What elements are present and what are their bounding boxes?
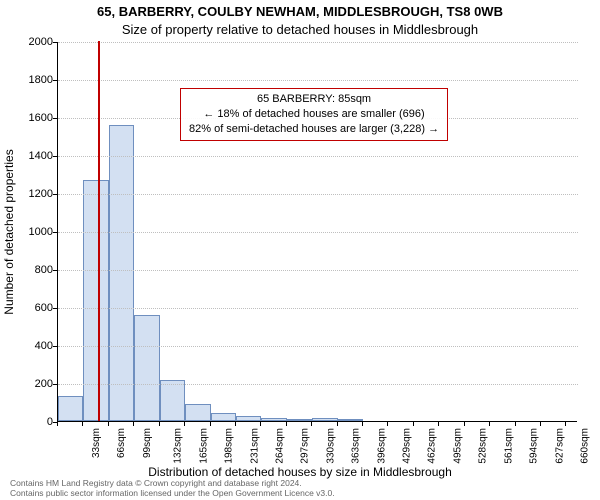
- x-tick-label: 99sqm: [142, 428, 153, 458]
- x-tick-mark: [133, 422, 134, 426]
- subject-marker: [98, 41, 100, 421]
- histogram-bar: [185, 404, 210, 421]
- x-tick-label: 66sqm: [116, 428, 127, 458]
- x-tick-mark: [286, 422, 287, 426]
- x-tick-label: 396sqm: [376, 428, 387, 464]
- gridline: [58, 308, 578, 309]
- copyright-line1: Contains HM Land Registry data © Crown c…: [10, 478, 335, 488]
- x-tick-mark: [235, 422, 236, 426]
- x-tick-label: 330sqm: [325, 428, 336, 464]
- x-tick-mark: [540, 422, 541, 426]
- y-tick-mark: [53, 384, 57, 385]
- histogram-bar: [287, 419, 312, 421]
- x-tick-label: 660sqm: [580, 428, 591, 464]
- histogram-bar: [211, 413, 236, 421]
- x-tick-label: 297sqm: [300, 428, 311, 464]
- x-tick-label: 462sqm: [427, 428, 438, 464]
- y-tick-label: 400: [13, 340, 53, 352]
- gridline: [58, 194, 578, 195]
- annotation-subject: 65 BARBERRY: 85sqm: [189, 92, 439, 107]
- histogram-bar: [160, 380, 185, 421]
- histogram-bar: [58, 396, 83, 421]
- x-tick-mark: [57, 422, 58, 426]
- x-tick-mark: [438, 422, 439, 426]
- histogram-bar: [236, 416, 261, 421]
- y-tick-mark: [53, 232, 57, 233]
- histogram-bar: [261, 418, 286, 421]
- x-tick-label: 264sqm: [275, 428, 286, 464]
- x-tick-mark: [515, 422, 516, 426]
- gridline: [58, 384, 578, 385]
- x-tick-mark: [210, 422, 211, 426]
- y-tick-label: 800: [13, 264, 53, 276]
- x-tick-mark: [362, 422, 363, 426]
- annotation-smaller: ← 18% of detached houses are smaller (69…: [189, 107, 439, 122]
- y-tick-mark: [53, 118, 57, 119]
- x-tick-label: 132sqm: [173, 428, 184, 464]
- gridline: [58, 156, 578, 157]
- x-tick-mark: [565, 422, 566, 426]
- histogram-bar: [134, 315, 159, 421]
- y-tick-mark: [53, 156, 57, 157]
- histogram-bar: [109, 125, 134, 421]
- y-tick-label: 600: [13, 302, 53, 314]
- x-tick-mark: [413, 422, 414, 426]
- x-tick-mark: [108, 422, 109, 426]
- y-tick-label: 2000: [13, 36, 53, 48]
- y-tick-mark: [53, 194, 57, 195]
- y-tick-label: 1200: [13, 188, 53, 200]
- x-tick-label: 627sqm: [554, 428, 565, 464]
- y-tick-label: 1600: [13, 112, 53, 124]
- x-tick-label: 561sqm: [503, 428, 514, 464]
- annotation-larger: 82% of semi-detached houses are larger (…: [189, 122, 439, 137]
- x-tick-mark: [337, 422, 338, 426]
- gridline: [58, 80, 578, 81]
- gridline: [58, 346, 578, 347]
- x-tick-mark: [184, 422, 185, 426]
- figure: 65, BARBERRY, COULBY NEWHAM, MIDDLESBROU…: [0, 0, 600, 500]
- x-tick-label: 363sqm: [351, 428, 362, 464]
- copyright-notice: Contains HM Land Registry data © Crown c…: [10, 478, 335, 498]
- y-tick-label: 200: [13, 378, 53, 390]
- x-tick-label: 594sqm: [529, 428, 540, 464]
- x-tick-label: 165sqm: [198, 428, 209, 464]
- x-tick-mark: [82, 422, 83, 426]
- x-tick-label: 33sqm: [91, 428, 102, 458]
- y-tick-mark: [53, 42, 57, 43]
- copyright-line2: Contains public sector information licen…: [10, 488, 335, 498]
- gridline: [58, 232, 578, 233]
- histogram-bar: [338, 419, 363, 421]
- x-tick-label: 528sqm: [478, 428, 489, 464]
- x-tick-mark: [387, 422, 388, 426]
- y-tick-label: 1000: [13, 226, 53, 238]
- y-tick-mark: [53, 346, 57, 347]
- y-tick-label: 0: [13, 416, 53, 428]
- title-description: Size of property relative to detached ho…: [0, 22, 600, 37]
- x-tick-label: 231sqm: [249, 428, 260, 464]
- plot-area: 65 BARBERRY: 85sqm ← 18% of detached hou…: [57, 42, 577, 422]
- x-tick-label: 495sqm: [452, 428, 463, 464]
- title-address: 65, BARBERRY, COULBY NEWHAM, MIDDLESBROU…: [0, 4, 600, 19]
- y-tick-mark: [53, 270, 57, 271]
- x-tick-mark: [489, 422, 490, 426]
- x-tick-mark: [311, 422, 312, 426]
- x-tick-label: 198sqm: [224, 428, 235, 464]
- histogram-bar: [312, 418, 337, 421]
- x-tick-mark: [159, 422, 160, 426]
- x-tick-label: 429sqm: [402, 428, 413, 464]
- y-tick-label: 1800: [13, 74, 53, 86]
- x-tick-mark: [464, 422, 465, 426]
- gridline: [58, 42, 578, 43]
- y-tick-mark: [53, 308, 57, 309]
- x-tick-mark: [260, 422, 261, 426]
- gridline: [58, 270, 578, 271]
- y-tick-mark: [53, 80, 57, 81]
- annotation-box: 65 BARBERRY: 85sqm ← 18% of detached hou…: [180, 88, 448, 141]
- y-tick-label: 1400: [13, 150, 53, 162]
